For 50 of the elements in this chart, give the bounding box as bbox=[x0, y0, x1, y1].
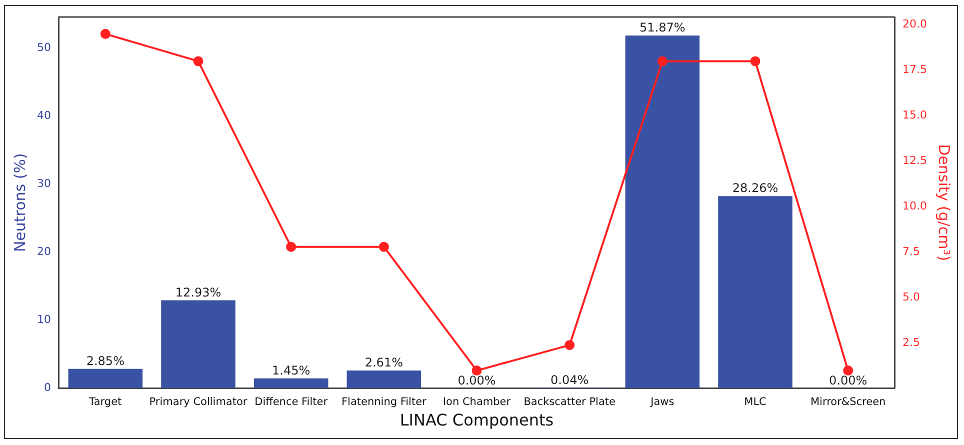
y-tick-label: 20 bbox=[36, 245, 51, 258]
x-tick-label: Flatenning Filter bbox=[341, 396, 428, 408]
y2-tick-label: 15.0 bbox=[902, 108, 928, 122]
point bbox=[100, 28, 110, 39]
data-label: 51.87% bbox=[640, 20, 686, 35]
point bbox=[843, 366, 854, 376]
y2-tick-label: 20.0 bbox=[902, 18, 928, 31]
point bbox=[657, 56, 668, 66]
y-axis-title: Neutrons (%) bbox=[10, 153, 29, 252]
bar bbox=[346, 370, 422, 388]
data-label: 0.00% bbox=[458, 373, 496, 388]
x-tick-label: MLC bbox=[744, 396, 766, 408]
data-label: 2.61% bbox=[364, 356, 403, 370]
x-tick-label: Diffence Filter bbox=[254, 396, 328, 408]
x-tick-label: Ion Chamber bbox=[442, 396, 512, 408]
data-label: 28.26% bbox=[732, 181, 778, 196]
x-tick-label: Primary Collimator bbox=[149, 396, 248, 408]
point bbox=[750, 56, 760, 66]
data-label: 1.45% bbox=[272, 363, 310, 378]
point bbox=[564, 340, 575, 350]
y2-tick-label: 5.0 bbox=[902, 290, 920, 304]
data-label: 2.85% bbox=[86, 354, 124, 368]
y-tick-label: 40 bbox=[36, 109, 51, 122]
bar bbox=[718, 196, 792, 388]
y2-tick-label: 10.0 bbox=[902, 200, 928, 213]
data-label: 0.04% bbox=[550, 373, 589, 388]
bar bbox=[161, 300, 236, 388]
x-tick-label: Mirror&Screen bbox=[810, 396, 886, 408]
bar bbox=[68, 368, 143, 388]
y-tick-label: 30 bbox=[36, 177, 51, 190]
y2-tick-label: 12.5 bbox=[902, 154, 928, 168]
y2-axis-title: Density (g/cm³) bbox=[935, 144, 954, 262]
data-label: 0.00% bbox=[829, 373, 868, 388]
x-tick-label: Target bbox=[88, 396, 122, 408]
x-tick-label: Jaws bbox=[650, 396, 674, 408]
y-tick-label: 50 bbox=[36, 41, 51, 54]
y-tick-label: 10 bbox=[36, 313, 51, 326]
point bbox=[378, 242, 389, 252]
x-axis-title: LINAC Components bbox=[400, 410, 554, 430]
y2-tick-label: 2.5 bbox=[902, 336, 920, 350]
bar bbox=[625, 36, 700, 388]
point bbox=[472, 366, 482, 376]
y2-tick-label: 17.5 bbox=[902, 63, 928, 76]
x-tick-label: Backscatter Plate bbox=[524, 396, 616, 408]
point bbox=[193, 56, 204, 66]
bar bbox=[254, 378, 328, 388]
y-tick-label: 0 bbox=[44, 381, 51, 394]
point bbox=[286, 242, 296, 252]
y2-tick-label: 7.5 bbox=[902, 245, 920, 258]
data-label: 12.93% bbox=[175, 285, 222, 300]
